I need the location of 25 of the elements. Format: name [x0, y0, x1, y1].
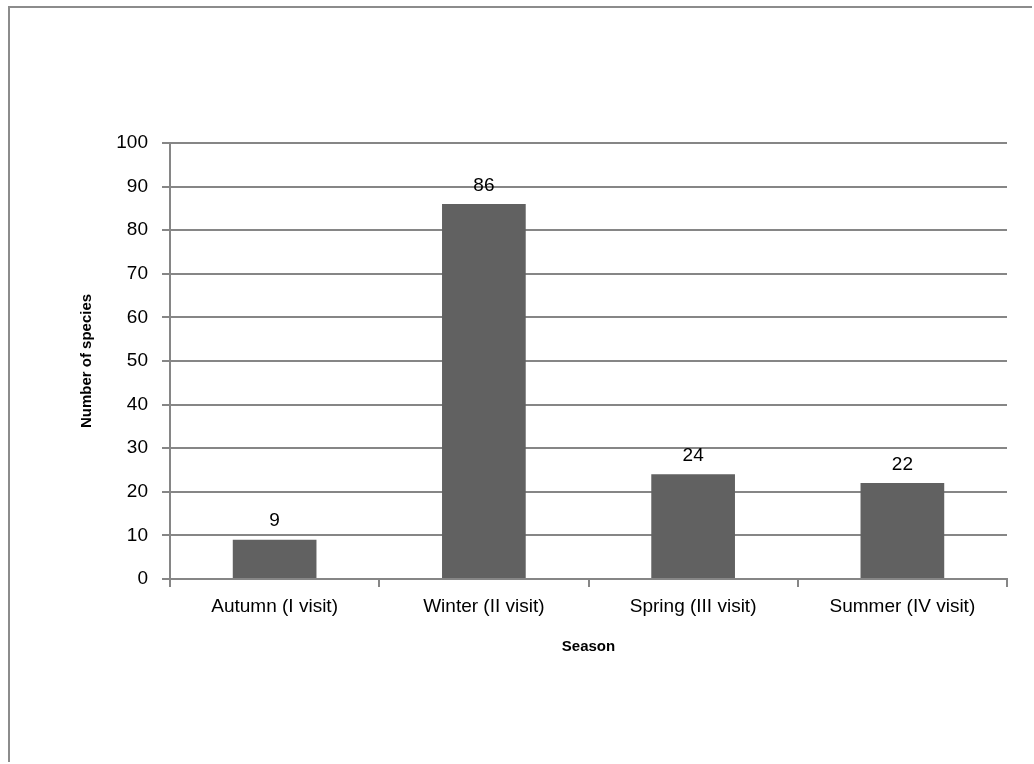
y-tick-label: 10 [126, 523, 148, 545]
data-label: 22 [891, 452, 913, 474]
bar [651, 474, 735, 578]
y-tick-label: 80 [126, 218, 148, 240]
y-tick-label: 100 [116, 131, 148, 153]
bar [860, 483, 945, 578]
data-label: 9 [269, 509, 280, 531]
y-tick-label: 90 [126, 174, 148, 196]
x-tick-label: Autumn (I visit) [211, 594, 338, 616]
data-label: 24 [682, 444, 705, 466]
y-tick-label: 20 [126, 480, 148, 502]
bar [442, 204, 526, 578]
bar [232, 539, 317, 578]
data-label: 86 [473, 173, 495, 195]
y-tick-label: 40 [126, 392, 148, 414]
y-tick-label: 50 [126, 349, 148, 371]
x-tick-label: Spring (III visit) [629, 594, 757, 616]
y-axis-title: Number of species [77, 293, 95, 429]
x-tick-label: Winter (II visit) [423, 594, 545, 616]
x-axis-title: Season [561, 637, 616, 655]
x-tick-label: Summer (IV visit) [829, 594, 976, 616]
y-tick-label: 60 [126, 305, 148, 327]
y-tick-label: 0 [137, 567, 148, 589]
y-tick-label: 30 [126, 436, 148, 458]
y-tick-label: 70 [126, 262, 148, 284]
